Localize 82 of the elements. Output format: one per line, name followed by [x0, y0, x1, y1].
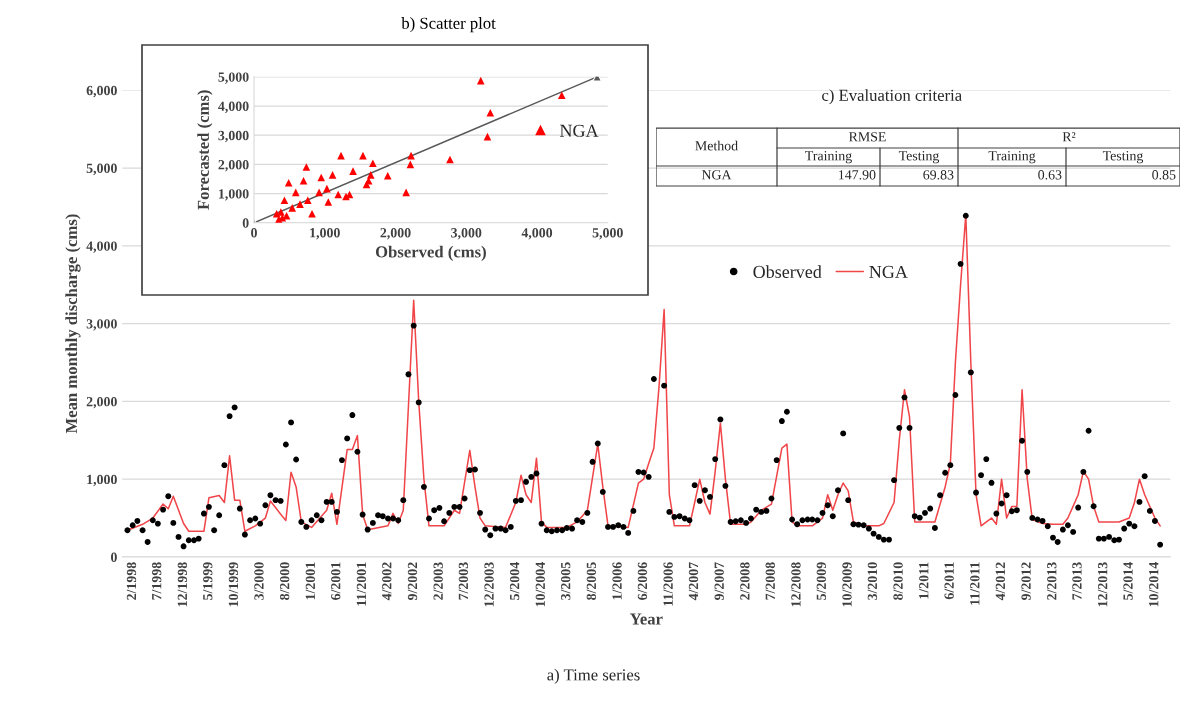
x-tick-label: 5/2009	[816, 562, 826, 600]
annotation: R²	[1062, 132, 1076, 142]
y-tick-label: 0	[110, 552, 117, 562]
x-tick-label: 6/2011	[944, 562, 954, 600]
x-tick-label: 3/2005	[560, 562, 571, 600]
x-tick-label: 7/2003	[458, 562, 469, 600]
annotation: 0.85	[1152, 170, 1176, 180]
legend-label: Observed	[753, 265, 822, 278]
annotation: Testing	[1102, 151, 1144, 164]
annotation: Training	[805, 151, 852, 164]
x-tick-label: 3/2010	[867, 562, 878, 600]
annotation: 0.63	[1038, 170, 1062, 180]
x-tick-label: 10/2014	[1149, 562, 1159, 607]
y-tick-label: 5,000	[86, 163, 117, 175]
x-tick-label: 7/2008	[765, 562, 775, 600]
x-tick-label: 10/1999	[228, 562, 239, 607]
chart-title: b) Scatter plot	[401, 17, 496, 33]
y-tick-label: 1,000	[87, 474, 117, 487]
annotation: 147.90	[839, 170, 876, 180]
x-tick-label: 2/2013	[1047, 562, 1057, 600]
y-tick-label: 2,000	[86, 396, 117, 409]
x-tick-label: 1/2001	[305, 562, 316, 600]
x-tick-label: 6/2001	[331, 562, 341, 600]
x-tick-label: 12/2003	[484, 562, 494, 607]
annotation: 69.83	[923, 170, 954, 180]
x-tick-label: 9/2012	[1021, 562, 1031, 601]
x-tick-label: 2/2008	[740, 562, 750, 600]
x-tick-label: 9/2002	[407, 562, 418, 601]
y-axis-title: Mean monthly discharge (cms)	[65, 214, 81, 434]
legend-label: NGA	[559, 124, 599, 137]
x-tick-label: 6/2006	[637, 562, 648, 600]
x-tick-label: 7/2013	[1072, 562, 1082, 600]
x-tick-label: 8/2005	[586, 562, 597, 600]
x-axis-title: Year	[629, 613, 663, 625]
x-tick-label: 3/2000	[254, 562, 264, 600]
text: a) Time series	[547, 668, 640, 684]
x-axis-title: Observed (cms)	[375, 245, 486, 261]
x-tick-label: 12/1998	[177, 562, 188, 607]
x-tick-label: 4/2007	[688, 562, 699, 601]
y-tick-label: 4,000	[86, 241, 117, 253]
x-tick-label: 10/2004	[535, 562, 545, 607]
x-tick-label: 2/2003	[433, 562, 443, 600]
x-tick-label: 1,000	[310, 228, 340, 240]
text: c) Evaluation criteria	[822, 89, 962, 105]
annotation: Training	[988, 151, 1036, 164]
x-tick-label: 2,000	[380, 228, 411, 240]
x-tick-label: 5/1999	[203, 562, 213, 600]
annotation: NGA	[701, 170, 732, 180]
y-tick-label: 3,000	[86, 319, 117, 331]
x-tick-label: 12/2013	[1097, 562, 1108, 607]
x-tick-label: 5,000	[592, 228, 623, 240]
x-tick-label: 4,000	[521, 228, 553, 240]
x-tick-label: 10/2009	[842, 562, 852, 607]
y-tick-label: 4,000	[218, 101, 249, 113]
x-tick-label: 0	[251, 228, 257, 238]
x-tick-label: 9/2007	[714, 562, 724, 601]
x-tick-label: 12/2008	[791, 562, 801, 607]
x-tick-label: 1/2011	[919, 562, 929, 599]
x-tick-label: 4/2002	[382, 562, 392, 601]
annotation: RMSE	[848, 132, 886, 142]
y-tick-label: 3,000	[218, 130, 249, 143]
annotation: Testing	[898, 151, 940, 164]
x-tick-label: 11/2011	[970, 562, 980, 605]
y-tick-label: 5,000	[218, 72, 249, 84]
x-tick-label: 5/2004	[509, 562, 520, 600]
legend-label: NGA	[869, 265, 908, 278]
x-tick-label: 3,000	[451, 228, 482, 240]
y-tick-label: 6,000	[86, 85, 117, 98]
y-tick-label: 2,000	[218, 159, 249, 172]
x-tick-label: 7/1998	[151, 562, 162, 600]
x-tick-label: 5/2014	[1123, 562, 1133, 600]
x-tick-label: 8/2010	[893, 562, 903, 600]
y-tick-label: 1,000	[219, 189, 249, 201]
x-tick-label: 2/1998	[126, 562, 137, 600]
x-tick-label: 1/2006	[612, 562, 622, 600]
x-tick-label: 8/2000	[279, 562, 290, 600]
x-tick-label: 4/2012	[995, 562, 1006, 601]
x-tick-label: 11/2001	[356, 562, 367, 606]
annotation: Method	[695, 140, 738, 151]
y-tick-label: 0	[242, 218, 249, 228]
x-tick-label: 11/2006	[663, 562, 673, 606]
y-axis-title: Forecasted (cms)	[197, 90, 213, 210]
